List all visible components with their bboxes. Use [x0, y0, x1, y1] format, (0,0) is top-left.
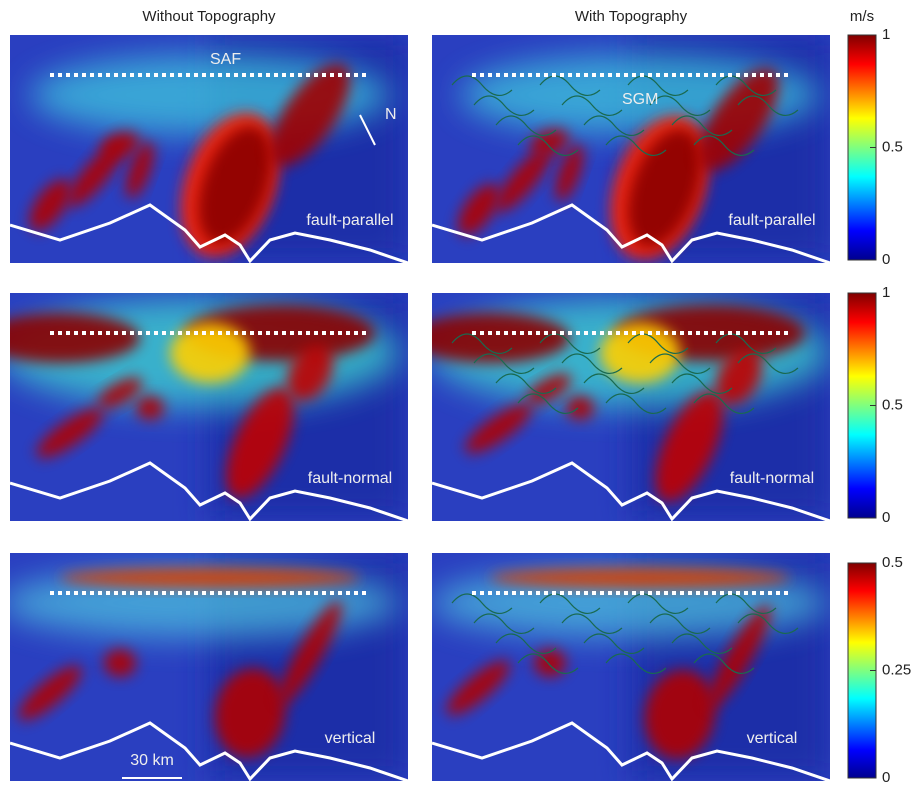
map-panel: fault-normal	[410, 293, 830, 521]
colorbar-tick-label: 0	[882, 769, 890, 786]
colorbar-tick-label: 0	[882, 509, 890, 526]
shaking-area	[410, 313, 570, 363]
colorbar-tick-label: 0	[882, 251, 890, 268]
column-title: Without Topography	[142, 8, 276, 25]
map-panel: fault-parallel SAF N	[10, 35, 408, 271]
component-label: vertical	[325, 730, 376, 747]
shaking-area	[136, 396, 164, 420]
colorbar-tick-label: 0.5	[882, 554, 903, 571]
colorbar-tick-label: 0.5	[882, 138, 903, 155]
colorbar-tick-label: 0.5	[882, 396, 903, 413]
component-label: fault-parallel	[728, 212, 815, 229]
colorbar-unit: m/s	[850, 8, 874, 25]
shaking-area	[566, 396, 594, 420]
scale-label: 30 km	[130, 752, 174, 769]
north-label: N	[385, 106, 397, 123]
map-panel: fault-parallel SGM	[432, 35, 830, 274]
figure: Without Topography With Topography m/s f…	[0, 0, 924, 793]
component-label: vertical	[747, 730, 798, 747]
shaking-area	[490, 568, 790, 588]
colorbar-tick-label: 1	[882, 26, 890, 43]
colorbar-tick-label: 1	[882, 284, 890, 301]
fault-label: SAF	[210, 51, 241, 68]
page: {"columns": ["Without Topography", "With…	[0, 0, 924, 793]
shaking-area	[104, 649, 136, 677]
map-panel: fault-normal	[0, 293, 408, 521]
component-label: fault-normal	[730, 470, 814, 487]
map-panel: vertical 30 km	[0, 553, 408, 781]
mountain-label: SGM	[622, 91, 658, 108]
component-label: fault-normal	[308, 470, 392, 487]
colorbar-tick-label: 0.25	[882, 661, 911, 678]
map-panel: vertical	[430, 553, 830, 781]
component-label: fault-parallel	[306, 212, 393, 229]
column-title: With Topography	[575, 8, 688, 25]
shaking-area	[60, 568, 360, 588]
